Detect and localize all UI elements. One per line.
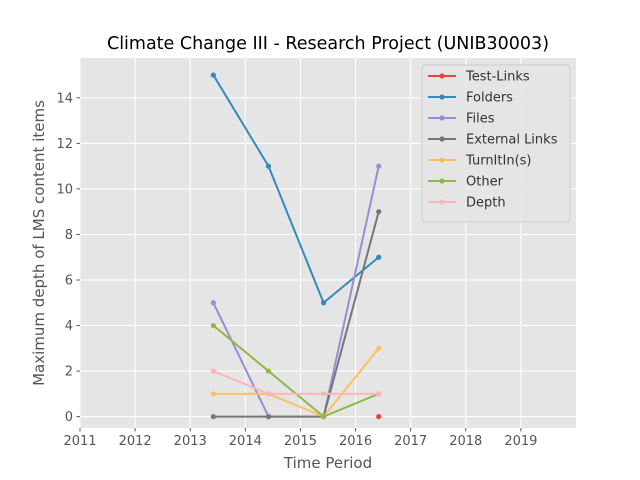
data-point-depth [320, 391, 327, 397]
legend-label: Folders [466, 91, 513, 106]
y-axis-label: Maximum depth of LMS content items [30, 100, 48, 386]
x-tick-label: 2017 [394, 434, 427, 449]
x-tick-label: 2013 [174, 434, 207, 449]
legend-item: Files [428, 112, 495, 127]
x-tick-label: 2012 [119, 434, 152, 449]
legend-item: Folders [428, 91, 513, 106]
x-axis: 2011 2012 2013 2014 2015 2016 2017 2018 2019 [63, 428, 537, 449]
legend-label: Depth [466, 196, 506, 211]
data-point-folders [376, 254, 382, 260]
legend-marker [439, 136, 445, 142]
y-axis: 0 2 4 6 8 10 12 14 [56, 91, 80, 425]
chart-title: Climate Change III - Research Project (U… [107, 34, 549, 54]
legend-item: Test-Links [428, 70, 530, 85]
data-point-files [210, 300, 216, 306]
data-point-external-links [210, 414, 216, 420]
legend-label: TurnItIn(s) [465, 154, 531, 169]
legend-marker [439, 178, 445, 184]
x-tick-label: 2014 [229, 434, 262, 449]
y-tick-label: 4 [65, 319, 73, 334]
data-point-folders [210, 72, 216, 78]
legend-item: Depth [428, 196, 506, 211]
data-point-other [320, 414, 327, 420]
data-point-folders [320, 300, 327, 306]
legend-label: Test-Links [465, 70, 530, 85]
legend-box [421, 64, 571, 223]
data-point-depth [210, 368, 216, 374]
series-layer [210, 72, 382, 420]
x-tick-label: 2019 [504, 434, 537, 449]
x-axis-label: Time Period [283, 454, 372, 472]
data-point-external-links [265, 414, 272, 420]
x-tick-label: 2011 [63, 434, 96, 449]
y-tick-label: 2 [65, 365, 73, 380]
series-depth [210, 368, 382, 397]
x-tick-label: 2016 [339, 434, 372, 449]
y-tick-label: 0 [65, 410, 73, 425]
legend-marker [439, 94, 445, 100]
data-point-files [376, 163, 382, 169]
y-tick-label: 6 [65, 274, 73, 289]
y-tick-label: 10 [56, 182, 73, 197]
legend-item: TurnItIn(s) [428, 154, 531, 169]
series-line-turnitin-s [213, 347, 380, 418]
data-point-other [265, 368, 272, 374]
x-tick-label: 2018 [449, 434, 482, 449]
data-point-turnitin-s [210, 391, 216, 397]
y-tick-label: 14 [56, 91, 73, 106]
series-line-folders [212, 74, 380, 304]
series-line-external-links [213, 211, 380, 418]
series-line-depth [212, 370, 379, 395]
legend-marker [439, 115, 445, 121]
data-point-turnitin-s [376, 345, 382, 351]
x-tick-label: 2015 [284, 434, 317, 449]
legend-item: Other [428, 175, 504, 190]
legend-marker [439, 157, 445, 163]
series-test-links [376, 414, 382, 420]
data-point-depth [265, 391, 272, 397]
data-point-test-links [376, 414, 382, 420]
data-point-folders [265, 163, 272, 169]
legend-item: External Links [428, 133, 558, 148]
data-point-other [210, 322, 216, 329]
legend-label: Other [466, 175, 504, 190]
y-tick-label: 12 [56, 137, 73, 152]
data-point-depth [376, 391, 382, 397]
legend-marker [439, 73, 445, 79]
legend-marker [439, 199, 445, 205]
legend-label: External Links [466, 133, 558, 148]
legend-label: Files [466, 112, 495, 127]
data-point-external-links [376, 209, 382, 215]
y-tick-label: 8 [65, 228, 73, 243]
legend: Test-Links Folders Files External Links Turn… [421, 64, 571, 223]
series-folders [210, 72, 382, 306]
